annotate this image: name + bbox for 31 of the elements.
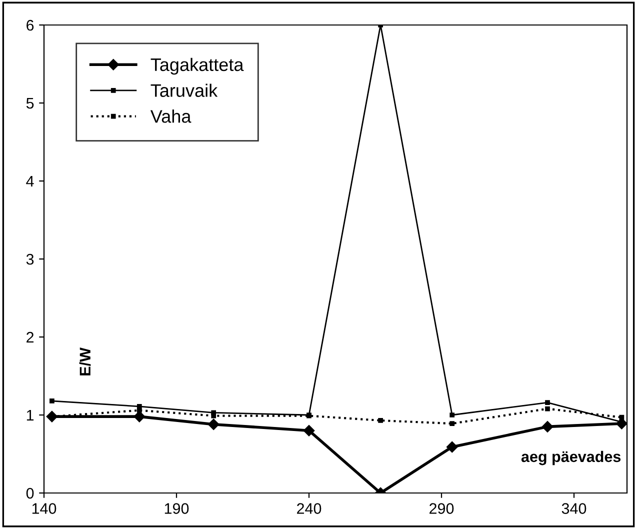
y-tick-label: 1 <box>26 410 34 421</box>
point <box>450 412 455 418</box>
point <box>545 406 550 412</box>
point <box>136 408 142 413</box>
point <box>619 414 624 420</box>
x-axis-title: aeg päevades <box>521 450 621 466</box>
x-tick-label: 340 <box>562 503 586 514</box>
x-tick-label: 140 <box>32 503 56 514</box>
y-tick-label: 0 <box>26 488 34 499</box>
legend-label: Tagakatteta <box>150 58 244 75</box>
x-tick-label: 190 <box>164 503 189 514</box>
point <box>208 418 220 430</box>
point <box>545 400 550 405</box>
point <box>446 441 458 453</box>
point <box>450 421 455 426</box>
point <box>50 398 54 404</box>
point <box>211 413 216 418</box>
x-tick-label: 290 <box>430 503 454 514</box>
point <box>542 421 554 432</box>
point <box>303 424 315 436</box>
y-tick-label: 6 <box>26 20 34 31</box>
y-tick-label: 4 <box>26 176 34 187</box>
point <box>136 404 142 409</box>
x-tick-label: 240 <box>297 503 322 514</box>
point <box>378 418 383 423</box>
legend-label: Vaha <box>150 110 192 123</box>
legend-label: Taruvaik <box>150 84 218 97</box>
y-tick-label: 5 <box>26 98 34 109</box>
y-tick-label: 2 <box>26 332 34 343</box>
y-axis-title: E/W <box>79 348 91 376</box>
y-tick-label: 3 <box>26 254 34 265</box>
